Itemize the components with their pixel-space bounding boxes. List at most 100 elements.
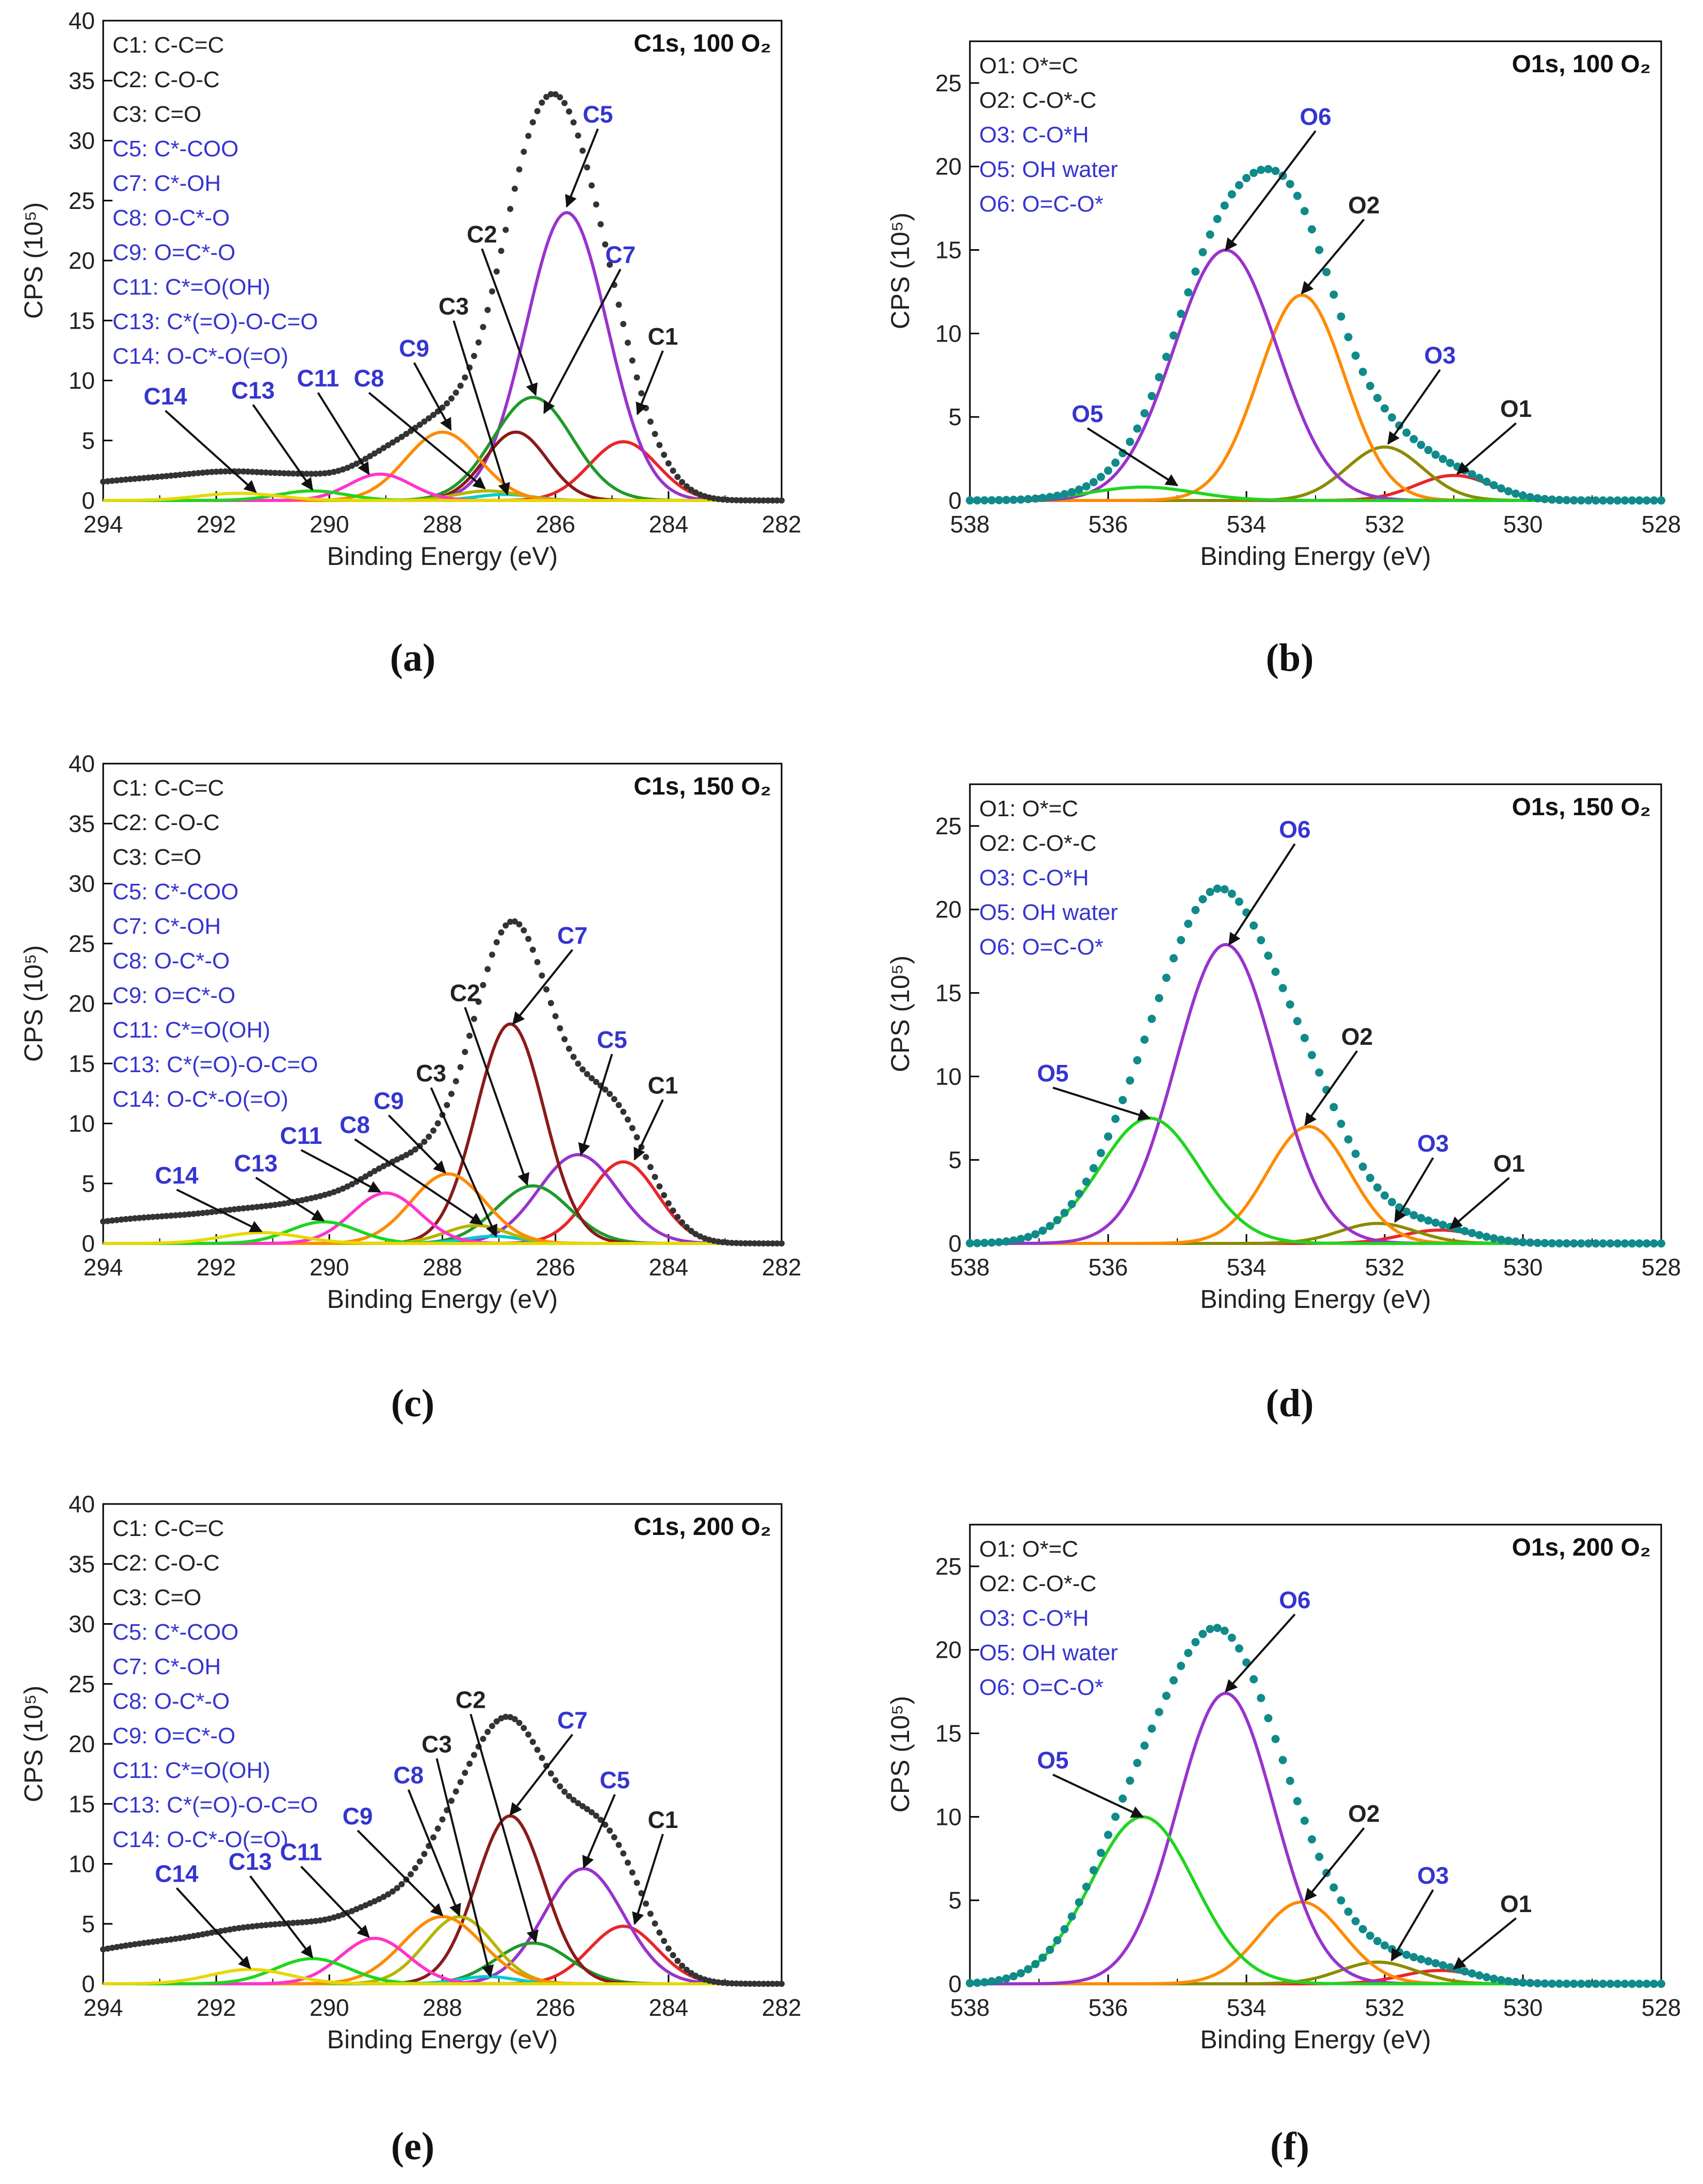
annotation-label-C3: C3 (416, 1060, 446, 1087)
envelope-point (254, 1204, 261, 1210)
envelope-point (154, 1938, 161, 1945)
panel-label-b: (b) (1266, 636, 1314, 680)
envelope-point (1227, 889, 1236, 898)
envelope-point (1009, 1236, 1018, 1245)
envelope-point (1235, 897, 1243, 906)
envelope-point (276, 470, 283, 476)
envelope-point (661, 1192, 668, 1199)
y-tick-label: 5 (82, 427, 95, 454)
envelope-point (995, 496, 1003, 505)
x-tick-label: 532 (1365, 1994, 1405, 2021)
envelope-point (1286, 180, 1294, 188)
envelope-point (484, 966, 491, 973)
y-tick-label: 5 (948, 1146, 962, 1173)
annotation-label-C13: C13 (234, 1150, 278, 1177)
envelope-point (1351, 1917, 1360, 1926)
envelope-point (670, 1207, 676, 1214)
envelope-point (1067, 1200, 1076, 1208)
envelope-point (376, 1165, 382, 1172)
x-tick-label: 288 (423, 1254, 462, 1281)
envelope-point (1155, 373, 1163, 381)
envelope-point (1555, 1979, 1564, 1988)
annotation-arrow (565, 128, 599, 208)
x-tick-label: 530 (1503, 1254, 1543, 1281)
envelope-point (584, 1071, 590, 1077)
envelope-point (566, 1793, 572, 1800)
annotation-label-C2: C2 (450, 979, 480, 1006)
envelope-point (1184, 1648, 1193, 1657)
envelope-point (715, 496, 722, 503)
envelope-point (168, 1212, 174, 1219)
envelope-point (493, 268, 500, 275)
envelope-point (1046, 1222, 1055, 1231)
envelope-point (1431, 1218, 1440, 1227)
envelope-point (1250, 921, 1258, 930)
x-tick-label: 292 (197, 511, 236, 538)
x-tick-label: 538 (950, 511, 990, 538)
envelope-point (118, 1216, 125, 1223)
envelope-point (452, 1788, 459, 1795)
envelope-point (1329, 1103, 1338, 1111)
legend-entry: C8: O-C*-O (112, 1689, 230, 1714)
envelope-point (1184, 919, 1193, 928)
envelope-point (557, 1025, 563, 1031)
envelope-point (738, 497, 744, 504)
envelope-point (516, 1720, 523, 1726)
envelope-point (462, 1770, 468, 1776)
envelope-point (1592, 1980, 1600, 1988)
y-tick-label: 15 (69, 307, 95, 334)
envelope-point (674, 474, 681, 480)
x-tick-label: 530 (1503, 1994, 1543, 2021)
envelope-point (1104, 466, 1112, 475)
envelope-point (543, 986, 550, 993)
envelope-point (390, 439, 396, 446)
envelope-point (100, 1218, 106, 1225)
envelope-point (1126, 1076, 1134, 1085)
envelope-point (629, 1125, 636, 1131)
envelope-point (1039, 494, 1047, 502)
envelope-point (263, 469, 269, 476)
envelope-point (534, 108, 541, 115)
envelope-point (1649, 1239, 1658, 1248)
envelope-point (679, 1219, 686, 1226)
envelope-point (1271, 1735, 1280, 1743)
envelope-point (1118, 1794, 1127, 1803)
legend-entry: C14: O-C*-O(=O) (112, 344, 288, 369)
y-tick-label: 0 (948, 1230, 962, 1257)
y-tick-label: 25 (935, 1553, 962, 1580)
envelope-point (692, 1972, 699, 1979)
x-tick-label: 282 (762, 1254, 802, 1281)
envelope-point (421, 1851, 428, 1857)
envelope-point (1526, 493, 1535, 501)
envelope-point (1417, 1214, 1425, 1222)
envelope-point (502, 922, 509, 929)
envelope-point (647, 1911, 654, 1917)
envelope-point (452, 390, 459, 396)
y-tick-label: 15 (69, 1050, 95, 1077)
envelope-point (1031, 1960, 1040, 1968)
legend-entry: C11: C*=O(OH) (112, 1758, 270, 1783)
envelope-point (647, 1164, 654, 1170)
envelope-point (747, 1240, 753, 1247)
envelope-point (371, 1168, 378, 1174)
measured-envelope (966, 884, 1665, 1248)
envelope-point (547, 1000, 554, 1007)
y-axis-ticks: 0 5 10 15 20 25 (935, 813, 979, 1257)
envelope-point (421, 1138, 428, 1145)
annotation-arrow (317, 392, 370, 475)
x-tick-label: 286 (536, 511, 575, 538)
envelope-point (611, 1096, 618, 1103)
x-axis-label: Binding Energy (eV) (1200, 2025, 1431, 2054)
envelope-point (579, 1803, 586, 1809)
envelope-point (1089, 1164, 1098, 1173)
envelope-point (1409, 1953, 1418, 1962)
envelope-point (416, 1858, 423, 1865)
legend-entry: C3: C=O (112, 1585, 201, 1610)
envelope-point (1344, 1907, 1353, 1916)
peak-C9 (103, 430, 782, 502)
envelope-point (1569, 1239, 1578, 1248)
envelope-point (177, 1211, 183, 1218)
panel-label-d: (d) (1266, 1382, 1314, 1425)
envelope-point (611, 1834, 618, 1840)
annotation-arrow (255, 1176, 325, 1222)
